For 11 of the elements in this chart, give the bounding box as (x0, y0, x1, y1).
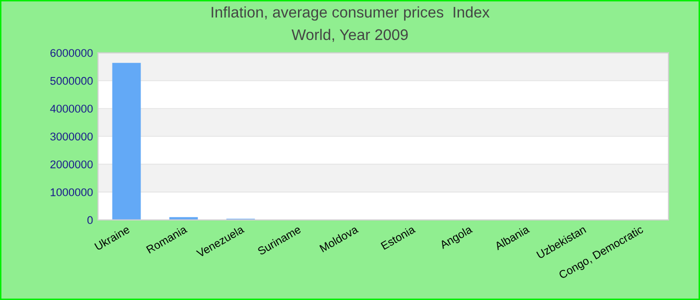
chart-title: Inflation, average consumer prices Index (212, 6, 490, 21)
y-tick-label: 4000000 (50, 104, 93, 113)
y-tick-label: 5000000 (50, 76, 93, 85)
y-tick-label: 1000000 (50, 188, 93, 196)
chart-subtitle: World, Year 2009 (292, 28, 408, 42)
bar (169, 217, 198, 220)
y-tick-label: 0 (87, 216, 93, 224)
y-tick-label: 6000000 (50, 49, 93, 57)
y-tick-label: 3000000 (50, 132, 93, 140)
y-tick-label: 2000000 (50, 160, 93, 168)
bar (112, 62, 141, 220)
